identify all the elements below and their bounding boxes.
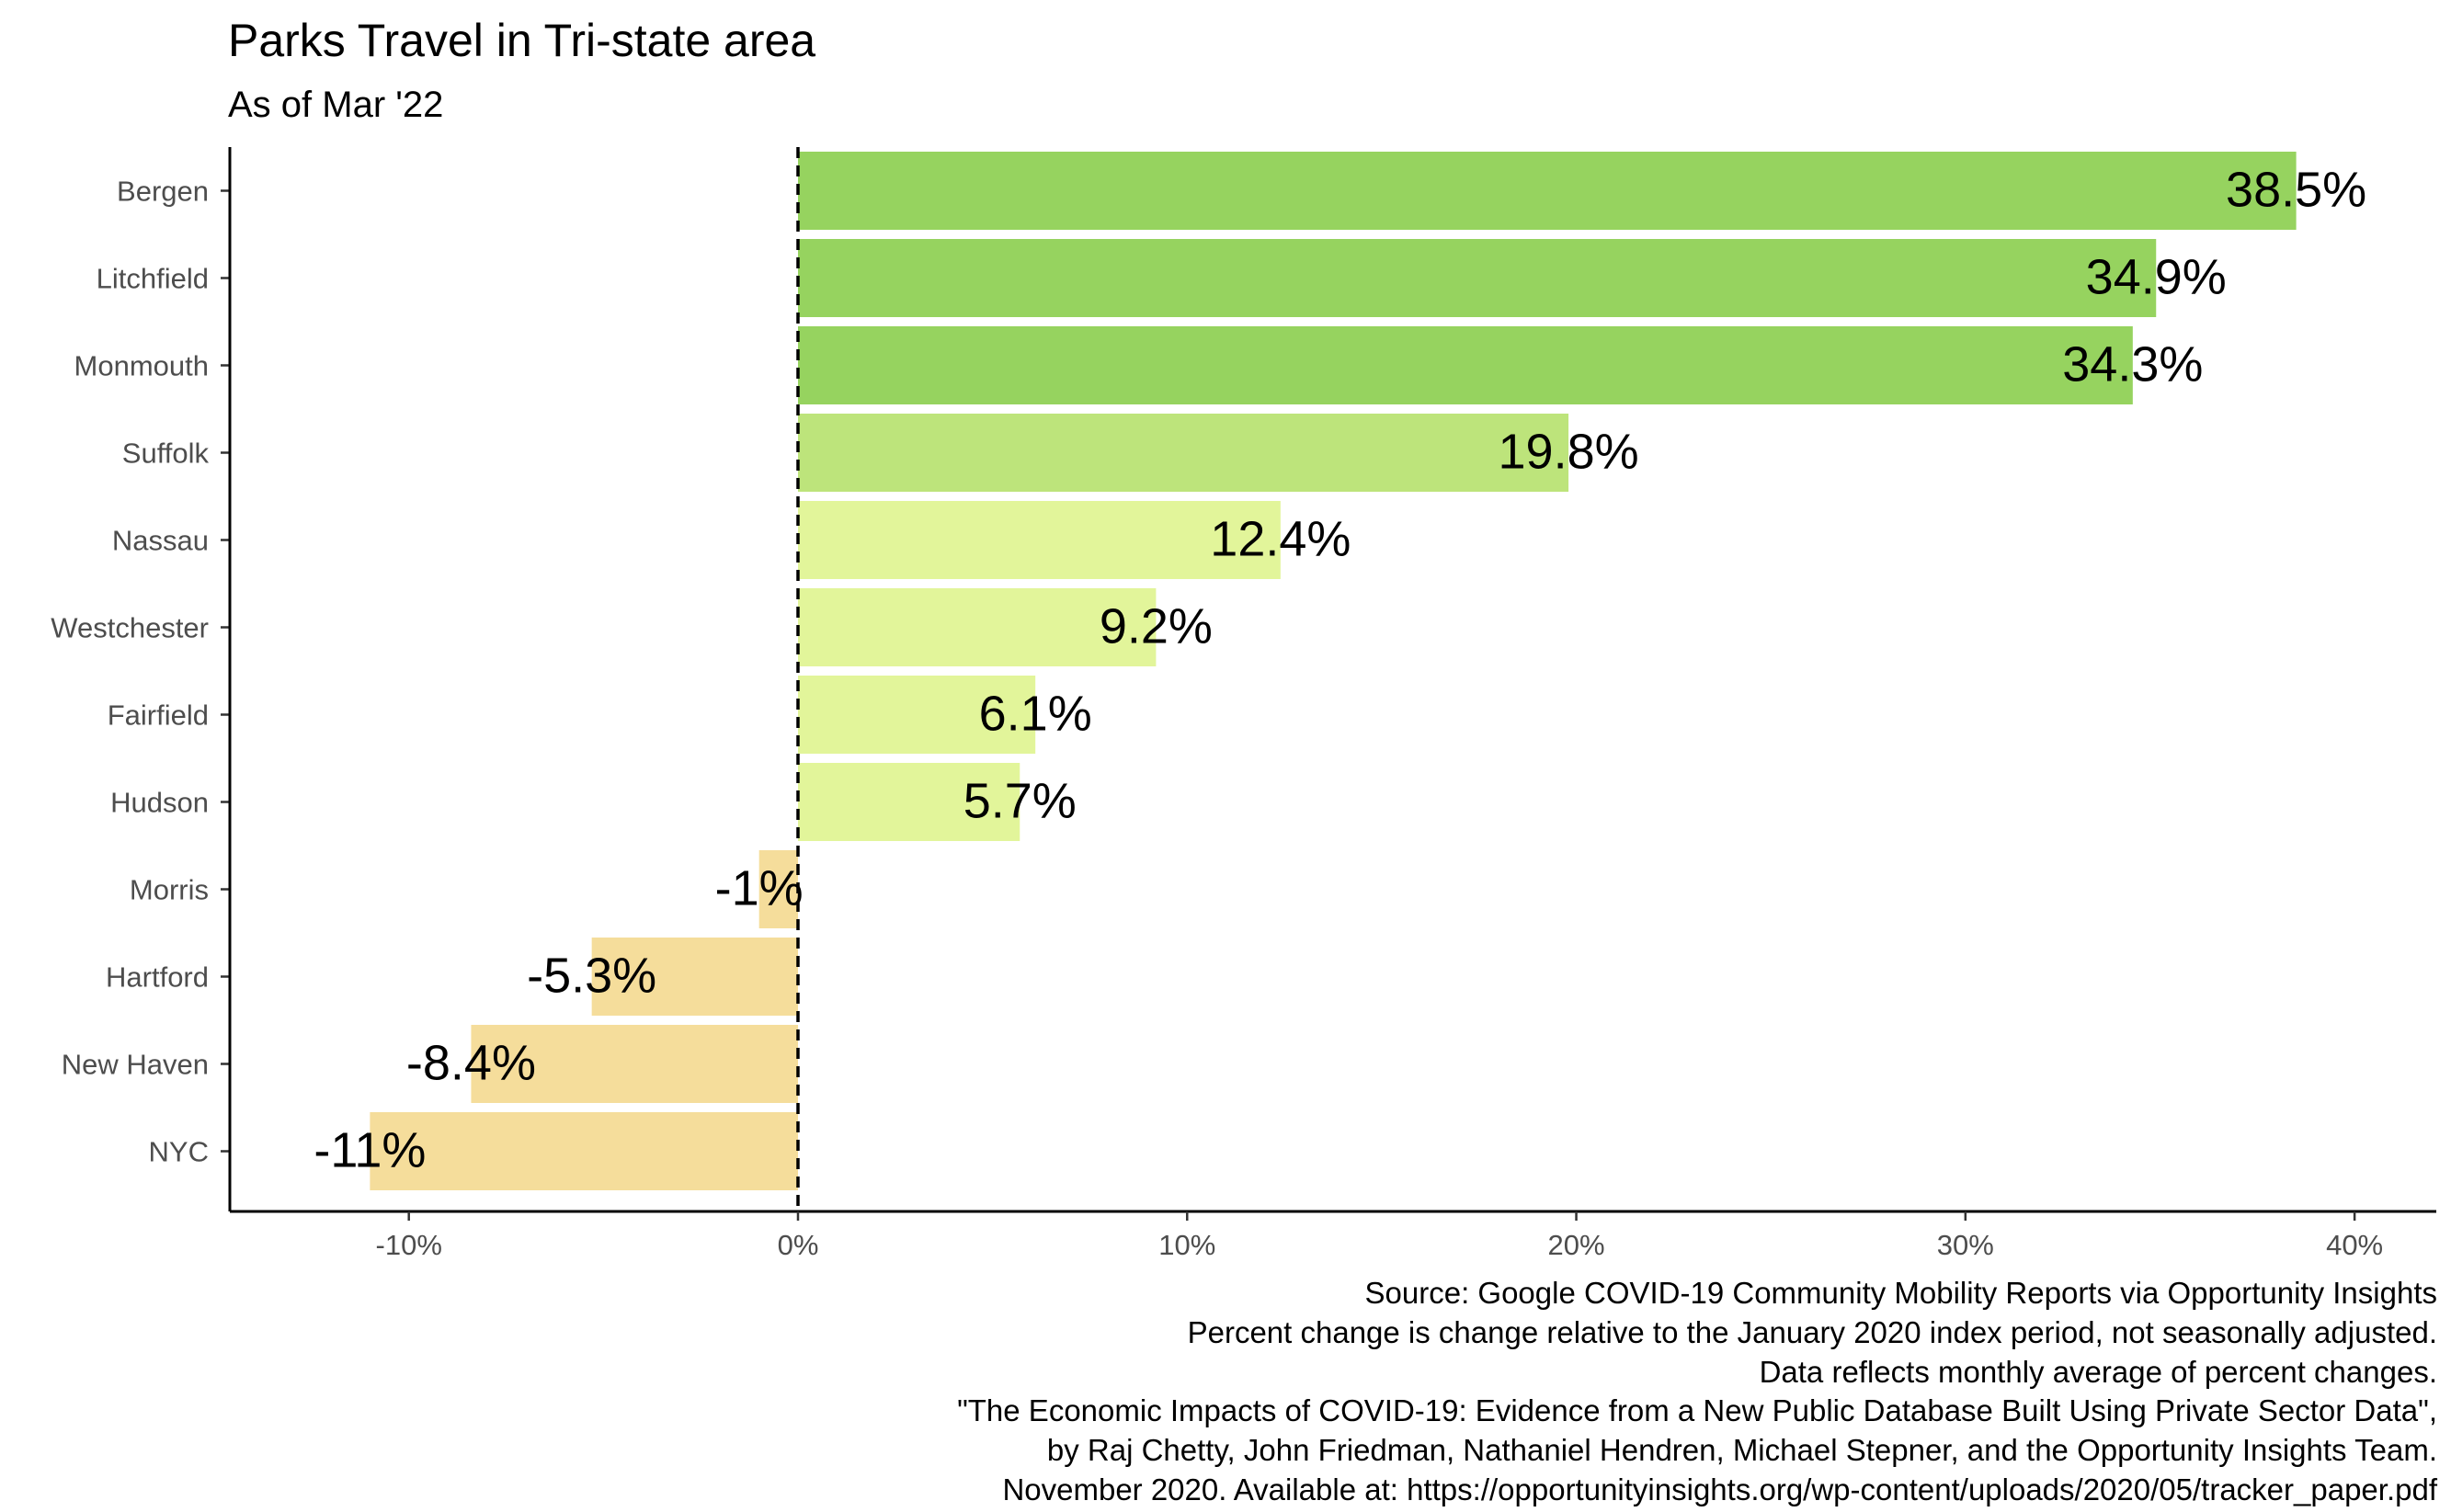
bar xyxy=(797,239,2157,317)
data-label: -5.3% xyxy=(527,949,656,1004)
data-label: 34.9% xyxy=(2086,250,2227,305)
y-tick-label: Nassau xyxy=(112,525,209,557)
y-tick-label: Litchfield xyxy=(97,263,209,295)
bar xyxy=(797,501,1281,579)
data-label: 5.7% xyxy=(963,774,1077,829)
y-tick-label: Monmouth xyxy=(74,350,209,382)
y-tick-label: Bergen xyxy=(117,176,209,208)
x-tick-label: 30% xyxy=(1937,1229,1994,1261)
x-tick-label: 40% xyxy=(2326,1229,2383,1261)
bar-chart: 38.5% 34.9% 34.3% 19.8% 12.4% 9.2%6.1% 5.7% -1%… xyxy=(51,147,2436,1261)
bar xyxy=(471,1025,798,1103)
x-tick-label: 0% xyxy=(778,1229,819,1261)
data-label: -1% xyxy=(715,861,804,916)
bar xyxy=(370,1112,798,1190)
x-tick-label: 10% xyxy=(1158,1229,1215,1261)
y-tick-label: Suffolk xyxy=(122,438,210,470)
y-tick-label: Hartford xyxy=(106,961,209,994)
chart-title: Parks Travel in Tri-state area xyxy=(228,15,816,66)
caption-line: Data reflects monthly average of percent… xyxy=(1759,1354,2437,1389)
data-label: -8.4% xyxy=(406,1036,536,1091)
chart-subtitle: As of Mar '22 xyxy=(228,85,444,125)
bar xyxy=(797,414,1569,492)
y-tick-label: Hudson xyxy=(110,787,209,819)
caption-line: November 2020. Available at: https://opp… xyxy=(1002,1472,2437,1506)
y-axis: Bergen Litchfield Monmouth Suffolk Nassau Wes… xyxy=(51,147,232,1211)
y-tick-label: New Haven xyxy=(62,1049,209,1081)
bar xyxy=(758,850,798,928)
chart-caption: Source: Google COVID-19 Community Mobili… xyxy=(957,1274,2437,1510)
y-tick-label: Westchester xyxy=(51,612,209,644)
y-tick-label: Morris xyxy=(130,874,209,906)
bar xyxy=(797,326,2133,404)
data-label: 19.8% xyxy=(1499,425,1639,480)
bars-layer xyxy=(370,152,2297,1190)
data-label: 6.1% xyxy=(979,687,1092,742)
bar xyxy=(797,588,1157,666)
y-tick-label: NYC xyxy=(149,1136,209,1168)
bar xyxy=(797,152,2297,230)
x-axis: -10% 0% 10% 20% 30% 40% xyxy=(230,1210,2436,1261)
bar xyxy=(797,763,1020,841)
data-label: 9.2% xyxy=(1100,599,1213,654)
caption-line: by Raj Chetty, John Friedman, Nathaniel … xyxy=(1046,1433,2437,1468)
data-label: 38.5% xyxy=(2226,163,2366,218)
bar xyxy=(797,676,1036,754)
caption-line: Source: Google COVID-19 Community Mobili… xyxy=(1364,1276,2437,1310)
bar xyxy=(591,938,798,1016)
caption-line: "The Economic Impacts of COVID-19: Evide… xyxy=(957,1393,2437,1428)
y-tick-label: Fairfield xyxy=(108,699,209,732)
value-labels-layer: 38.5% 34.9% 34.3% 19.8% 12.4% 9.2%6.1% 5.7% -1%… xyxy=(314,163,2366,1178)
data-label: 34.3% xyxy=(2062,337,2203,392)
x-tick-label: -10% xyxy=(376,1229,442,1261)
data-label: 12.4% xyxy=(1210,512,1351,567)
caption-line: Percent change is change relative to the… xyxy=(1187,1314,2437,1349)
x-tick-label: 20% xyxy=(1548,1229,1605,1261)
data-label: -11% xyxy=(314,1123,426,1178)
